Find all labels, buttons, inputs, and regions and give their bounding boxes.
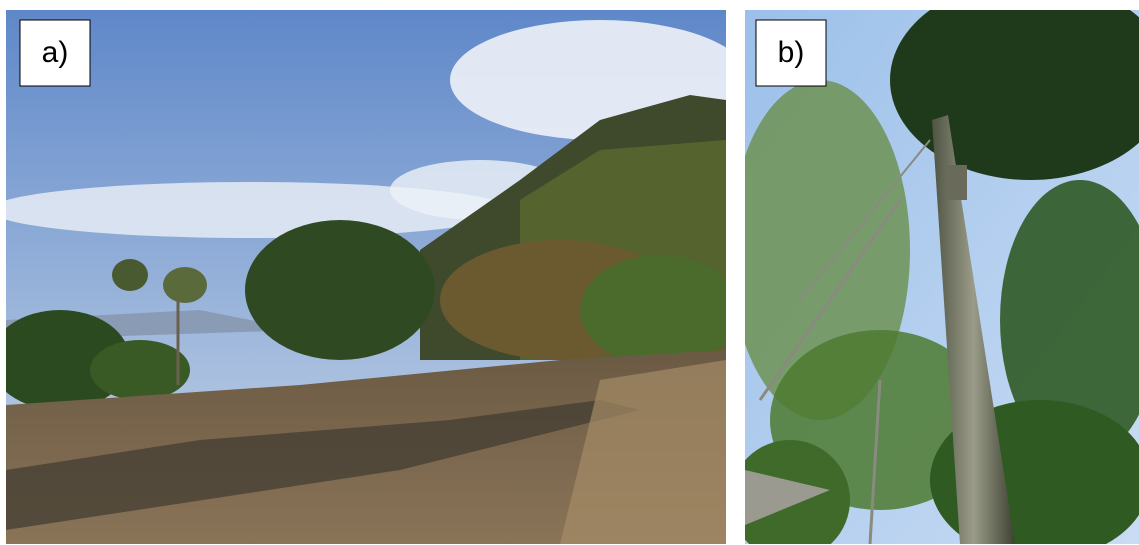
label-a: a) bbox=[19, 19, 91, 87]
panel-label: b) bbox=[778, 36, 805, 69]
label-box bbox=[755, 19, 827, 87]
label-box bbox=[19, 19, 91, 87]
photo-b bbox=[745, 10, 1139, 544]
label-b: b) bbox=[755, 19, 827, 87]
panel-label: a) bbox=[42, 36, 69, 69]
photo-a bbox=[6, 10, 726, 544]
